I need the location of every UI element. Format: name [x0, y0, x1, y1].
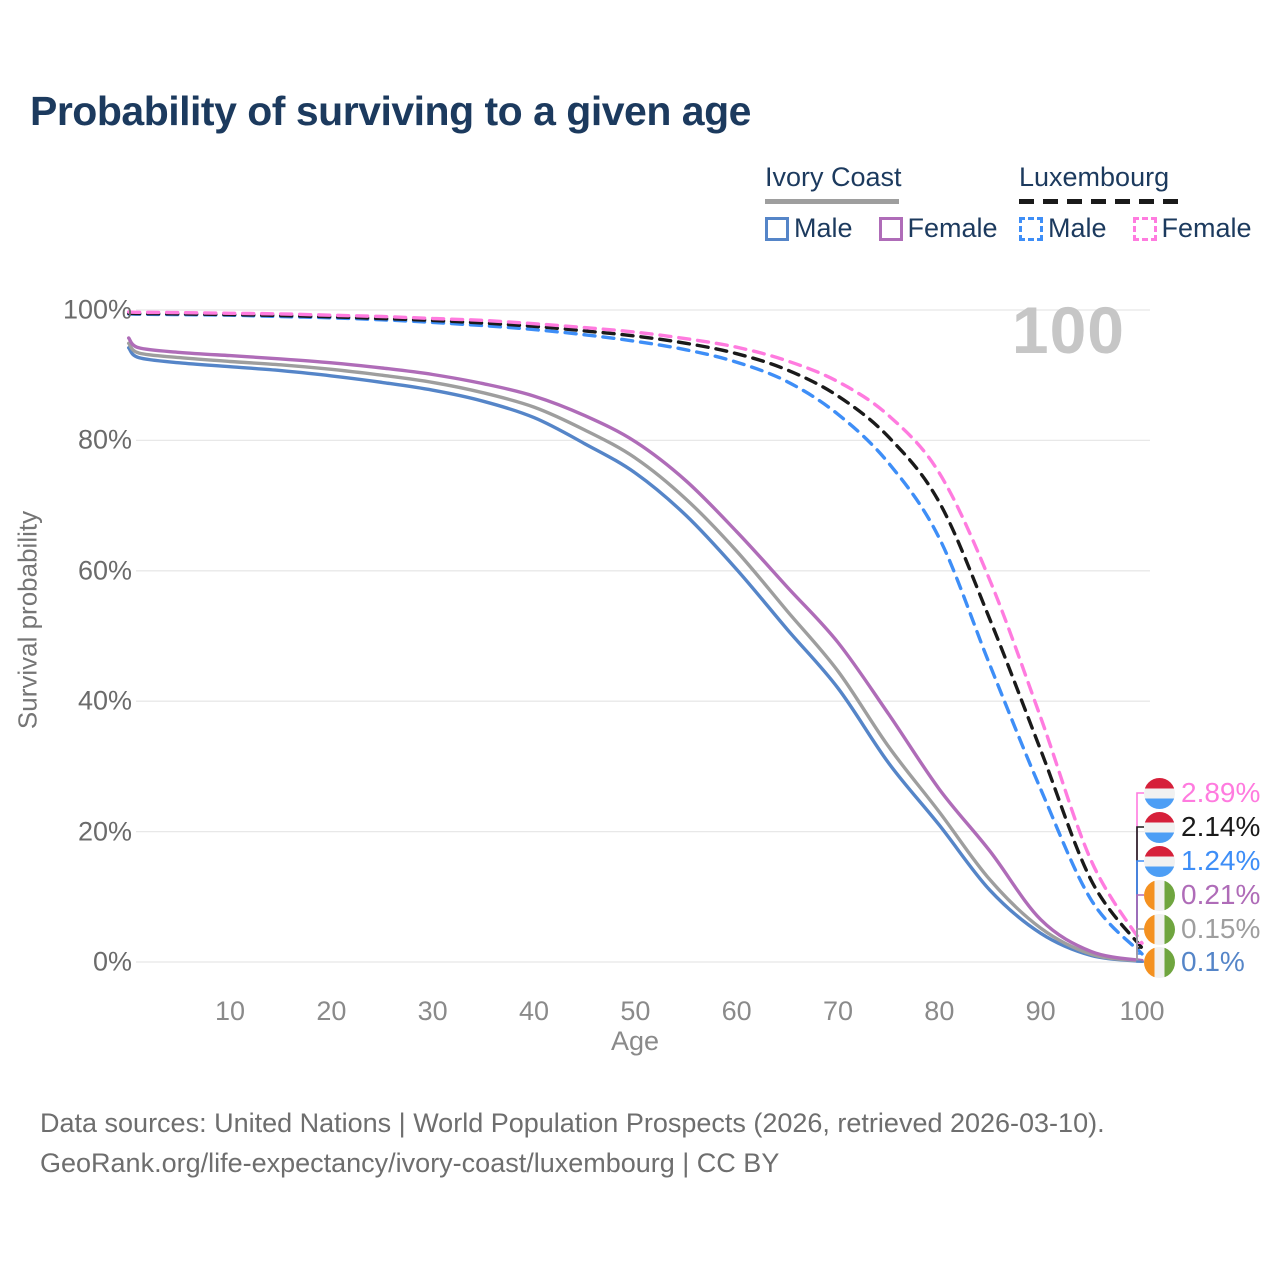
x-tick-20: 20	[316, 996, 347, 1026]
x-tick-70: 70	[822, 996, 854, 1026]
end-value: 0.1%	[1181, 946, 1245, 977]
y-tick-40%: 40%	[77, 685, 132, 716]
hovered-age-watermark: 100	[1011, 293, 1125, 367]
legend-checkbox-ivory-coast-male[interactable]: Male	[765, 213, 853, 244]
curve-luxembourg-female[interactable]	[126, 310, 1144, 945]
checkbox-icon	[765, 216, 789, 241]
curve-luxembourg-both-sexes[interactable]	[126, 311, 1144, 950]
x-tick-90: 90	[1025, 996, 1056, 1026]
curve-ivory-coast-both-sexes[interactable]	[126, 341, 1144, 963]
legend-label-male: Male	[794, 213, 853, 243]
legend-label-female: Female	[907, 213, 998, 243]
end-label-luxembourg-both-sexes: 2.14%	[1144, 811, 1260, 843]
x-tick-30: 30	[417, 996, 448, 1026]
luxembourg-flag-icon	[1144, 777, 1175, 809]
page-title: Probability of surviving to a given age	[30, 88, 751, 134]
x-tick-40: 40	[518, 996, 550, 1026]
x-tick-10: 10	[214, 996, 246, 1026]
end-value: 0.15%	[1181, 913, 1261, 944]
end-value: 2.14%	[1181, 811, 1261, 842]
legend-ivory-coast-underline	[765, 199, 899, 204]
legend-luxembourg-underline	[1019, 199, 1179, 204]
x-tick-80: 80	[924, 996, 955, 1026]
y-tick-100%: 100%	[62, 294, 132, 325]
legend-label-female: Female	[1161, 213, 1252, 243]
checkbox-icon	[878, 216, 903, 241]
ivory-coast-flag-icon	[1144, 913, 1175, 945]
end-label-ivory-coast-female: 0.21%	[1144, 879, 1260, 911]
legend-label-male: Male	[1048, 213, 1107, 243]
end-label-ivory-coast-male: 0.1%	[1144, 946, 1245, 978]
y-tick-60%: 60%	[77, 555, 132, 586]
end-label-luxembourg-female: 2.89%	[1144, 777, 1260, 809]
ivory-coast-flag-icon	[1144, 879, 1175, 911]
footer-attribution-link[interactable]: GeoRank.org/life-expectancy/ivory-coast/…	[40, 1148, 780, 1178]
leader-line-luxembourg-both-sexes	[1136, 826, 1144, 949]
legend-group-luxembourg: Luxembourg Male Female	[1019, 162, 1252, 244]
curve-ivory-coast-male[interactable]	[126, 346, 1144, 963]
legend-checkbox-luxembourg-female[interactable]: Female	[1132, 213, 1252, 244]
y-tick-80%: 80%	[77, 424, 132, 455]
checkbox-icon	[1132, 216, 1157, 241]
y-tick-0%: 0%	[92, 946, 132, 977]
end-label-luxembourg-male: 1.24%	[1144, 845, 1260, 877]
luxembourg-flag-icon	[1144, 811, 1175, 843]
end-label-ivory-coast-both-sexes: 0.15%	[1144, 913, 1260, 945]
x-axis-title: Age	[610, 1026, 660, 1056]
curve-ivory-coast-female[interactable]	[126, 336, 1144, 963]
x-tick-100: 100	[1119, 996, 1165, 1026]
end-value: 2.89%	[1181, 777, 1261, 808]
x-tick-50: 50	[620, 996, 651, 1026]
luxembourg-flag-icon	[1144, 845, 1175, 877]
curve-luxembourg-male[interactable]	[126, 312, 1144, 956]
footer-data-sources: Data sources: United Nations | World Pop…	[40, 1108, 1105, 1138]
leader-line-ivory-coast-male	[1136, 960, 1144, 963]
end-value: 0.21%	[1181, 879, 1261, 910]
legend-group-ivory-coast: Ivory Coast Male Female	[765, 162, 998, 244]
leader-line-luxembourg-female	[1136, 792, 1144, 944]
y-tick-20%: 20%	[77, 816, 132, 847]
leader-line-luxembourg-male	[1136, 860, 1144, 955]
legend-ivory-coast-header[interactable]: Ivory Coast	[765, 162, 902, 192]
end-value: 1.24%	[1181, 845, 1261, 876]
legend-checkbox-luxembourg-male[interactable]: Male	[1019, 213, 1107, 244]
ivory-coast-flag-icon	[1144, 946, 1175, 978]
legend-checkbox-ivory-coast-female[interactable]: Female	[878, 213, 998, 244]
legend-luxembourg-header[interactable]: Luxembourg	[1019, 162, 1170, 192]
checkbox-icon	[1019, 216, 1043, 241]
x-tick-60: 60	[721, 996, 752, 1026]
